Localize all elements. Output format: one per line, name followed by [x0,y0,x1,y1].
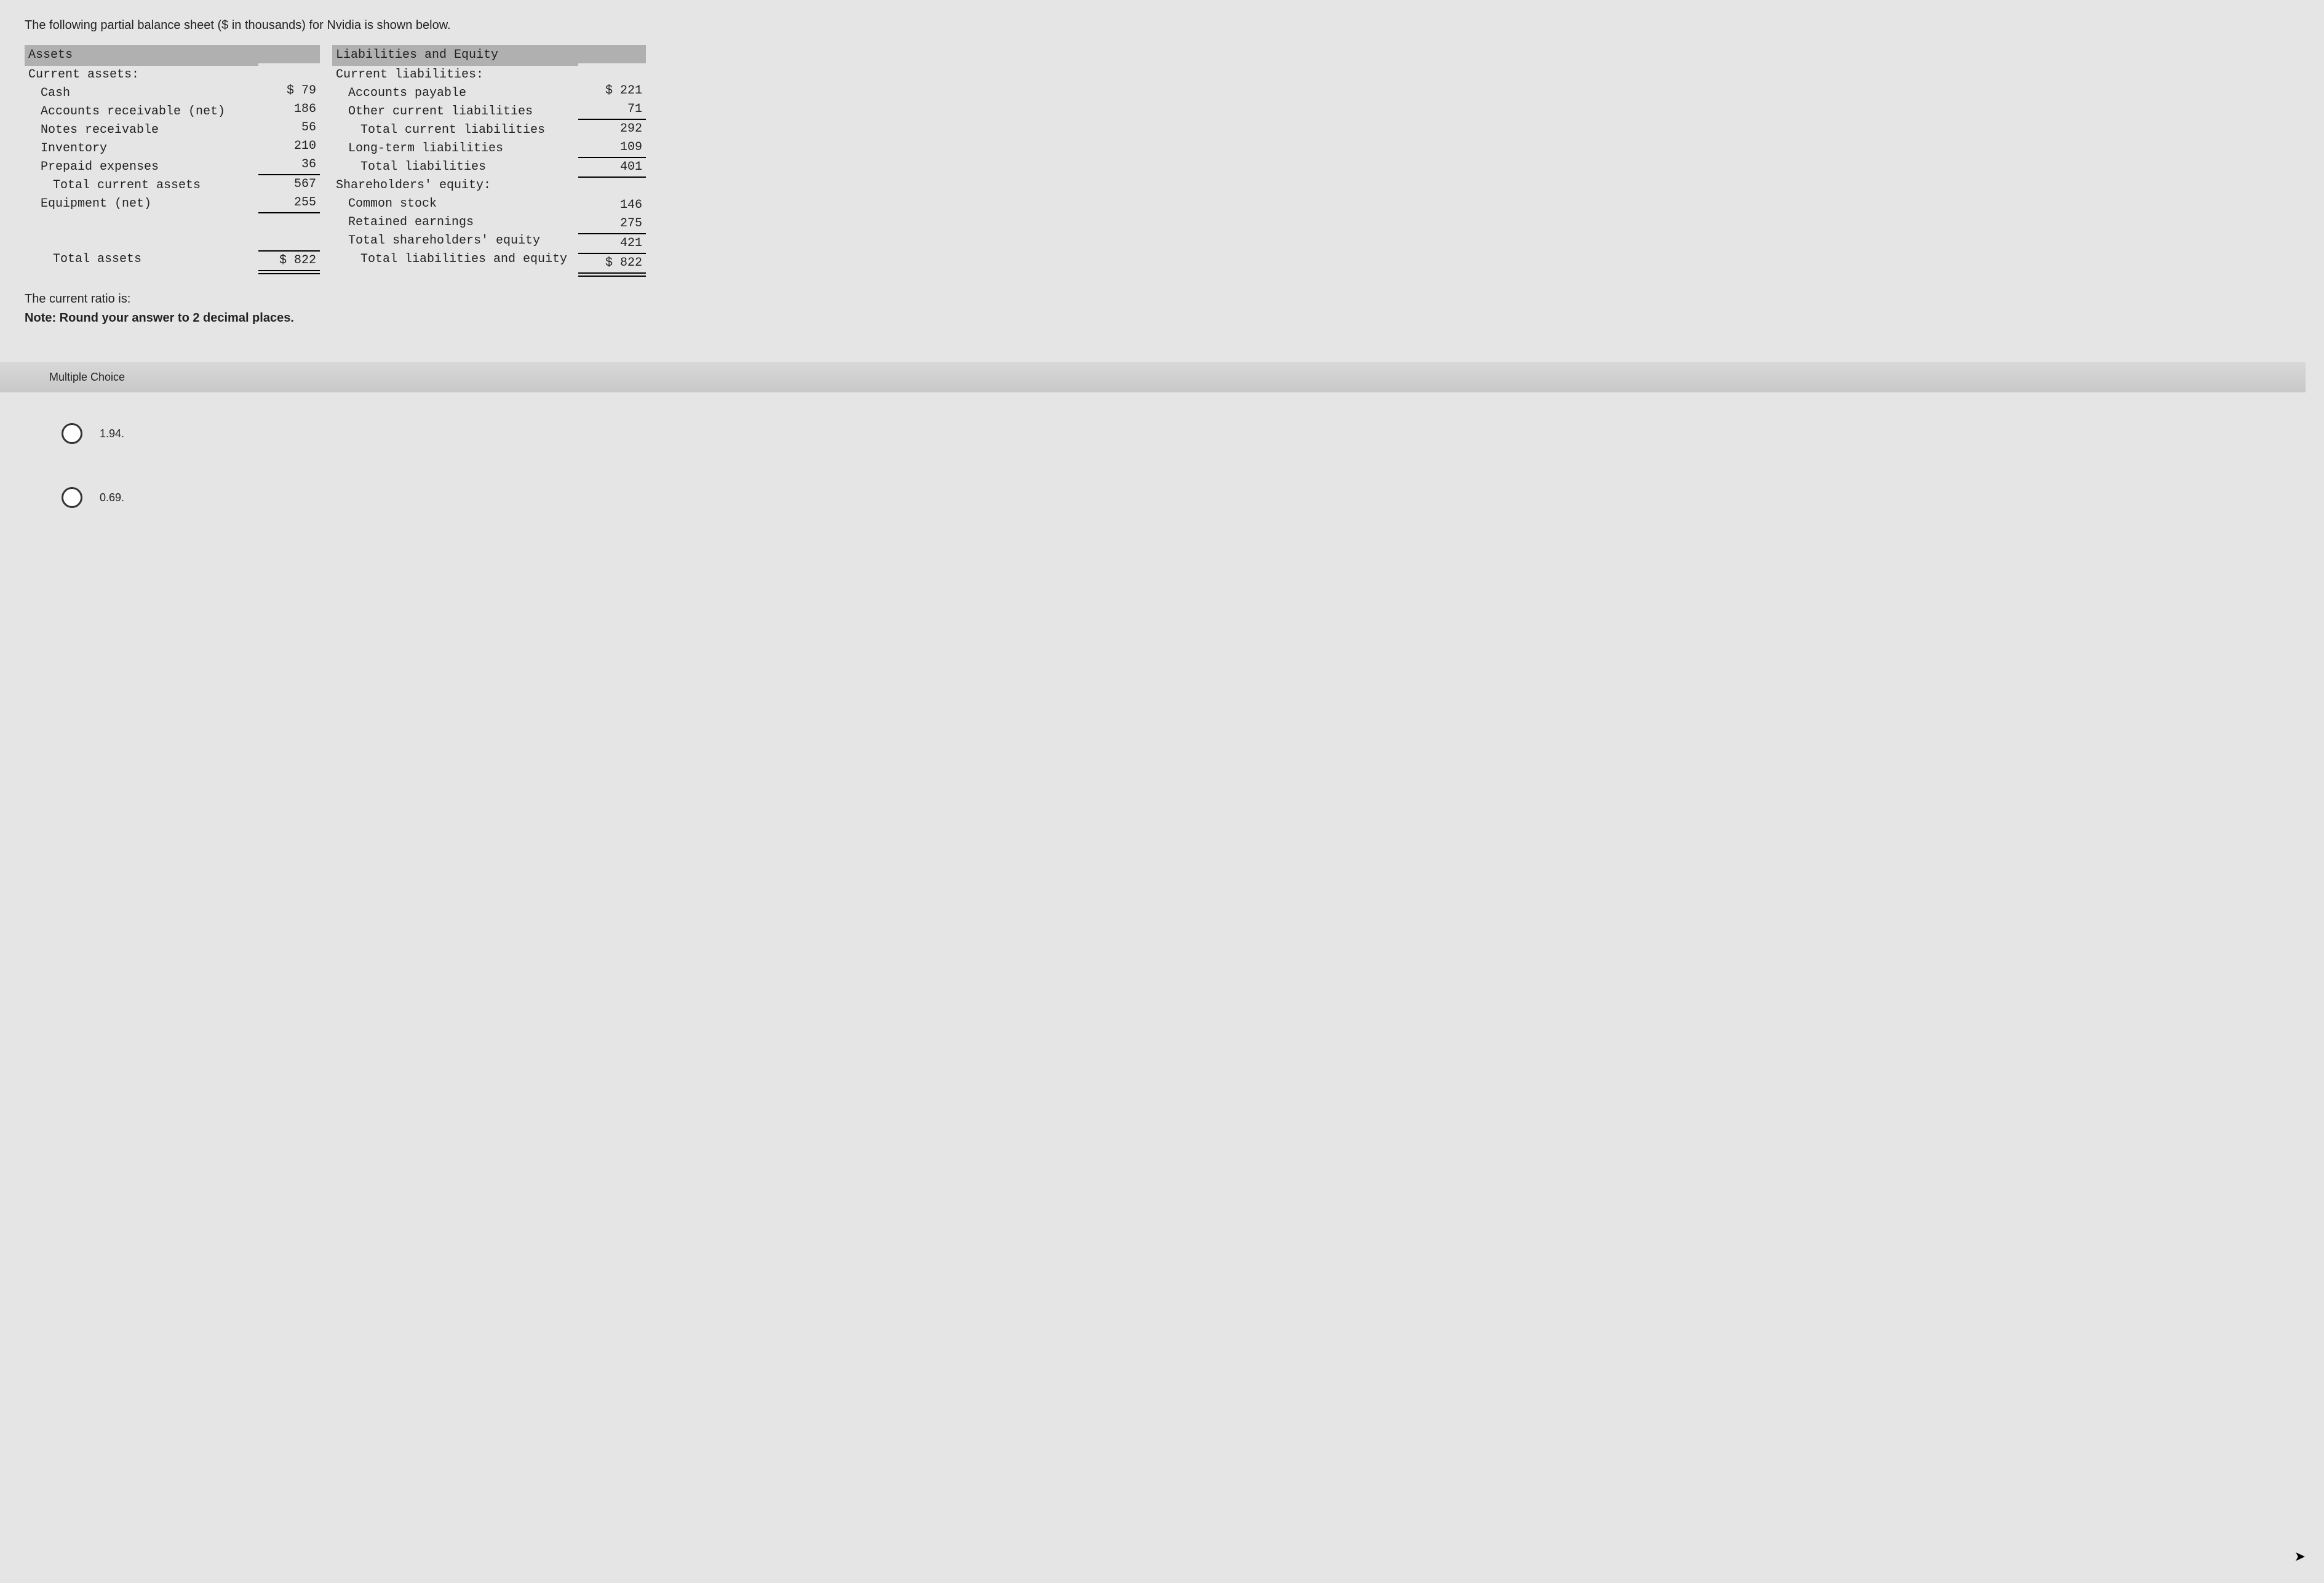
inventory-value: 210 [258,137,320,156]
current-liab-sub: Current liabilities: [332,66,578,84]
total-assets-value: $ 822 [258,250,320,270]
ar-label: Accounts receivable (net) [25,103,258,121]
total-liab-label: Total liabilities [332,158,578,177]
choice-1[interactable]: 1.94. [0,423,2306,444]
question-text: The current ratio is: [25,292,2306,306]
ap-value: $ 221 [578,82,646,100]
equipment-label: Equipment (net) [25,195,258,213]
choice-2[interactable]: 0.69. [0,487,2306,508]
multiple-choice-header: Multiple Choice [0,362,2306,392]
blank [258,63,320,82]
assets-val-header-blank [258,45,320,63]
choice-2-label: 0.69. [100,491,124,504]
total-liab-value: 401 [578,157,646,177]
total-liab-equity-value: $ 822 [578,253,646,272]
ap-label: Accounts payable [332,84,578,103]
equipment-value: 255 [258,194,320,212]
total-liab-equity-label: Total liabilities and equity [332,250,578,269]
cursor-icon: ➤ [2294,1549,2306,1565]
cash-label: Cash [25,84,258,103]
common-stock-value: 146 [578,196,646,215]
total-assets-label: Total assets [25,250,258,269]
choice-1-label: 1.94. [100,427,124,440]
balance-sheet-table: Assets Current assets: Cash Accounts rec… [25,45,2281,274]
total-current-liab-value: 292 [578,119,646,138]
retained-label: Retained earnings [332,213,578,232]
other-current-liab-label: Other current liabilities [332,103,578,121]
question-intro: The following partial balance sheet ($ i… [25,18,2306,33]
longterm-liab-label: Long-term liabilities [332,140,578,158]
retained-value: 275 [578,215,646,233]
total-assets-double-rule [258,270,320,271]
blank [578,63,646,82]
radio-icon[interactable] [62,487,82,508]
common-stock-label: Common stock [332,195,578,213]
cash-value: $ 79 [258,82,320,100]
total-liab-equity-double-rule [578,272,646,274]
total-liab-rule [578,177,646,196]
radio-icon[interactable] [62,423,82,444]
longterm-liab-value: 109 [578,138,646,157]
total-current-liab-label: Total current liabilities [332,121,578,140]
inventory-label: Inventory [25,140,258,158]
equipment-underline [258,212,320,232]
equity-sub: Shareholders' equity: [332,177,578,195]
notes-receivable-label: Notes receivable [25,121,258,140]
total-equity-label: Total shareholders' equity [332,232,578,250]
notes-receivable-value: 56 [258,119,320,137]
current-assets-sub: Current assets: [25,66,258,84]
prepaid-label: Prepaid expenses [25,158,258,177]
question-note: Note: Round your answer to 2 decimal pla… [25,311,2306,325]
total-current-assets-label: Total current assets [25,177,258,195]
assets-header: Assets [25,45,258,66]
liab-val-header-blank [578,45,646,63]
ar-value: 186 [258,100,320,119]
prepaid-value: 36 [258,156,320,174]
other-current-liab-value: 71 [578,100,646,119]
liab-equity-header: Liabilities and Equity [332,45,578,66]
total-equity-value: 421 [578,233,646,253]
total-current-assets-value: 567 [258,174,320,194]
